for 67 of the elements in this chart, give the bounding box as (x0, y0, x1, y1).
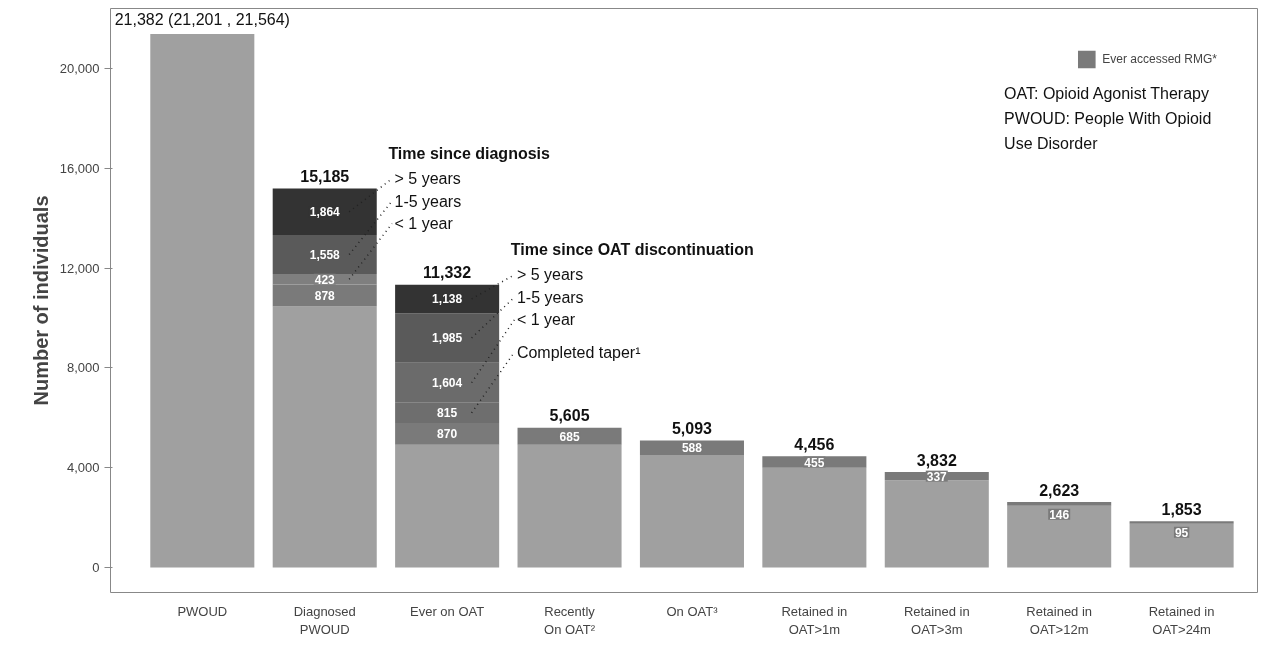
text: < 1 year (516, 311, 576, 329)
bar (272, 306, 377, 568)
data-label: 685 (559, 429, 580, 444)
x-tick-label: Retained in OAT>1m (781, 603, 848, 637)
data-label: 95 (1174, 525, 1189, 540)
annotation: Time since diagnosis (388, 145, 551, 163)
total-label: 15,185 (300, 168, 350, 186)
data-label: 1,604 (432, 376, 463, 391)
y-tick-label: 4,000 (66, 460, 100, 476)
total-label: 2,623 (1039, 481, 1080, 499)
series-label: 1-5 years (516, 288, 584, 306)
total-label: 11,332 (423, 264, 472, 282)
data-label: 870 (437, 427, 458, 442)
text: > 5 years (394, 170, 461, 188)
bar (150, 33, 255, 568)
data-label: 1,138 (432, 292, 463, 307)
bar (517, 444, 622, 568)
bar (639, 455, 744, 568)
text: 1-5 years (394, 192, 462, 210)
annotation: OAT: Opioid Agonist Therapy (1004, 84, 1209, 102)
data-label: 423 (314, 272, 336, 287)
y-tick-label: 16,000 (59, 160, 100, 176)
x-tick-label: Retained in OAT>24m (1148, 603, 1215, 637)
bar (1007, 505, 1112, 568)
x-tick-label: PWOUD (177, 603, 228, 619)
total-label: 3,832 (916, 451, 957, 469)
x-tick-label: Ever on OAT (410, 603, 485, 619)
x-tick-label: Recently On OAT² (544, 603, 596, 637)
text: < 1 year (394, 215, 453, 233)
total-label: 21,382 (21,201 , 21,564) (114, 10, 290, 28)
total-label: 4,456 (794, 436, 835, 454)
x-tick-label: Diagnosed PWOUD (293, 603, 356, 637)
data-label: 815 (437, 406, 458, 421)
bar (884, 480, 989, 568)
bar (272, 188, 377, 236)
total-label: 5,605 (549, 407, 590, 425)
data-label: 878 (314, 288, 336, 303)
y-tick-label: 8,000 (66, 360, 100, 376)
data-label: 455 (804, 455, 825, 470)
data-label: 146 (1049, 507, 1070, 522)
bar (395, 284, 500, 314)
bar (395, 313, 500, 363)
bar (272, 235, 377, 274)
y-tick-label: 0 (92, 560, 100, 576)
annotation: PWOUD: People With Opioid Use Disorder (1004, 109, 1212, 152)
data-label: 1,985 (432, 331, 463, 346)
annotation: Time since OAT discontinuation (510, 241, 754, 259)
x-tick-label: Retained in OAT>12m (1026, 603, 1093, 637)
y-tick-label: 20,000 (59, 60, 100, 76)
bar (517, 427, 622, 445)
bar (762, 467, 867, 568)
bar (395, 444, 500, 568)
data-label: 588 (681, 441, 703, 456)
data-label: 337 (926, 469, 948, 484)
data-label: 1,558 (309, 248, 341, 263)
y-axis-title: Number of individuals (29, 195, 52, 406)
y-tick-label: 12,000 (59, 260, 100, 276)
data-label: 1,864 (309, 205, 341, 220)
legend-label: Ever accessed RMG* (1102, 52, 1217, 66)
total-label: 1,853 (1161, 501, 1202, 519)
x-tick-label: Retained in OAT>3m (903, 603, 970, 637)
text: Completed taper¹ (516, 343, 641, 361)
total-label: 5,093 (671, 420, 713, 438)
x-tick-label: On OAT³ (666, 603, 719, 619)
bar (1129, 523, 1234, 568)
series-label: > 5 years (516, 266, 584, 284)
bar (639, 440, 744, 456)
